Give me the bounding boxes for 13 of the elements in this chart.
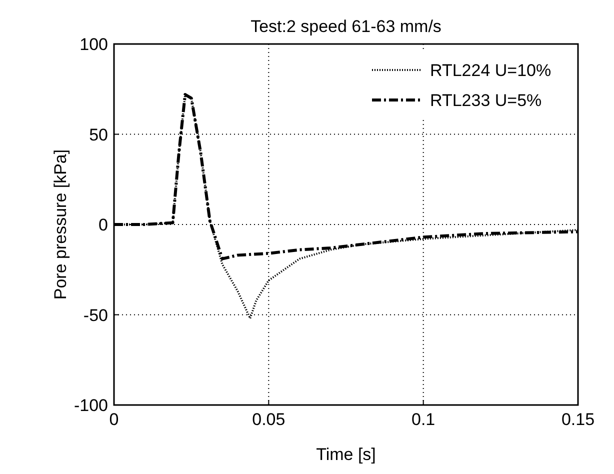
chart-title: Test:2 speed 61-63 mm/s xyxy=(250,17,442,36)
legend-label: RTL233 U=5% xyxy=(430,91,542,110)
y-axis-title: Pore pressure [kPa] xyxy=(51,149,70,300)
y-tick-label: 100 xyxy=(80,35,108,54)
legend-label: RTL224 U=10% xyxy=(430,61,552,80)
y-tick-label: 0 xyxy=(98,216,108,234)
x-axis-title: Time [s] xyxy=(316,445,376,464)
y-tick-label: -100 xyxy=(74,396,108,415)
x-tick-label: 0.05 xyxy=(252,410,286,429)
y-tick-label: 50 xyxy=(89,125,108,144)
x-tick-label: 0.1 xyxy=(412,410,436,429)
y-tick-label: -50 xyxy=(83,306,108,325)
x-tick-label: 0.15 xyxy=(561,410,595,429)
